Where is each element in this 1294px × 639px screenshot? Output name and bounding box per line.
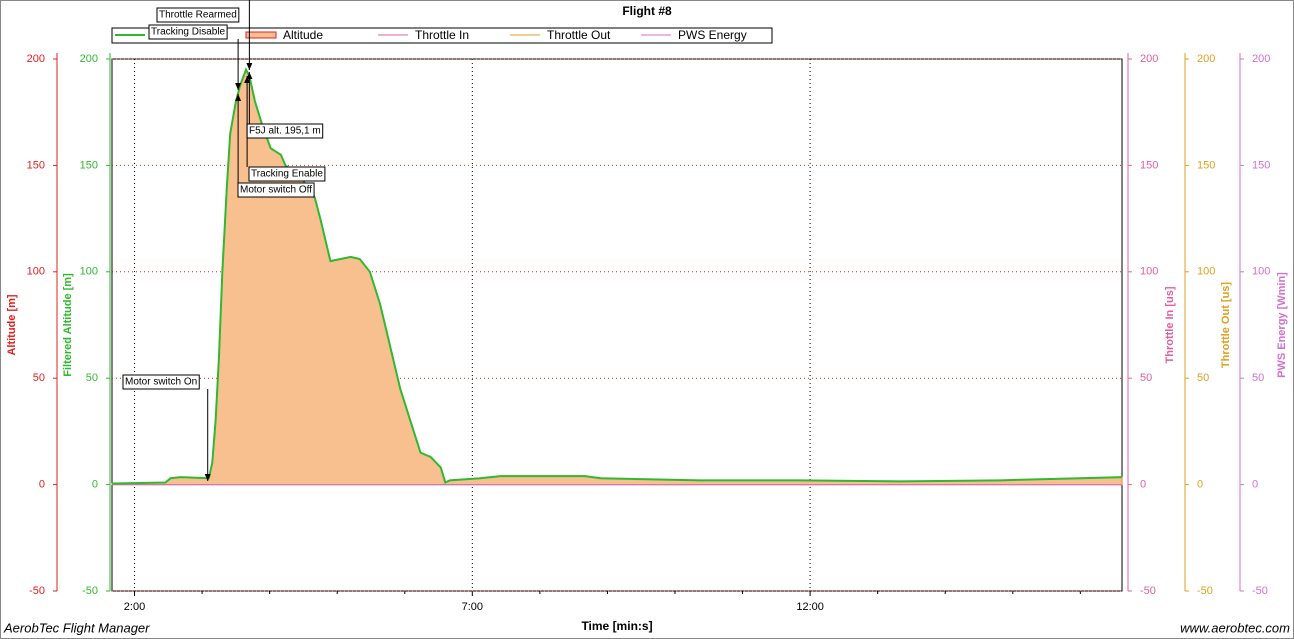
y-tick-label: 0 [1140, 479, 1146, 491]
legend-label: Altitude [283, 28, 323, 42]
y-tick-label: 200 [27, 53, 45, 65]
y-tick-label: -50 [1197, 585, 1213, 597]
annotation-box [148, 24, 228, 40]
x-axis-label: Time [min:s] [581, 619, 652, 633]
annotation-text: Motor switch Off [240, 185, 312, 196]
line [111, 67, 1123, 485]
annotation-box [237, 182, 315, 198]
y-tick-label: 50 [1140, 372, 1152, 384]
y-tick-label: -50 [29, 585, 45, 597]
y-tick-label: 100 [27, 266, 45, 278]
legend-label: Throttle In [415, 28, 469, 42]
y-tick-label: 150 [80, 159, 98, 171]
y-tick-label: 200 [80, 53, 98, 65]
x-tick-label: 7:00 [462, 601, 483, 613]
y-axis-label: Altitude [m] [6, 294, 18, 355]
y-tick-label: 100 [1140, 266, 1158, 278]
y-tick-label: 100 [1197, 266, 1215, 278]
y-tick-label: -50 [82, 585, 98, 597]
y-tick-label: 50 [1252, 372, 1264, 384]
y-tick-label: 150 [1197, 159, 1215, 171]
annotation-text: Tracking Disable [151, 27, 226, 38]
y-tick-label: -50 [1252, 585, 1268, 597]
legend-swatch [245, 31, 277, 39]
legend-label: PWS Energy [678, 28, 747, 42]
annotation-text: Tracking Enable [251, 169, 323, 180]
y-tick-label: 50 [33, 372, 45, 384]
y-tick-label: 100 [80, 266, 98, 278]
x-tick-label: 12:00 [796, 601, 824, 613]
y-tick-label: 100 [1252, 266, 1270, 278]
y-axis-label: Throttle Out [us] [1220, 282, 1232, 368]
annotation-box [156, 7, 240, 23]
annotation-box [248, 166, 326, 182]
y-tick-label: 150 [1252, 159, 1270, 171]
y-tick-label: 0 [92, 479, 98, 491]
legend [111, 27, 773, 44]
annotation-text: Motor switch On [125, 377, 197, 388]
chart-title: Flight #8 [622, 4, 672, 18]
annotation-text: Throttle Rearmed [159, 10, 237, 21]
y-tick-label: 150 [27, 159, 45, 171]
x-tick-label: 2:00 [124, 601, 145, 613]
y-axis-label: PWS Energy [Wmin] [1276, 272, 1288, 378]
y-tick-label: 200 [1197, 53, 1215, 65]
y-tick-label: 0 [1252, 479, 1258, 491]
legend-label: Throttle Out [547, 28, 611, 42]
y-tick-label: 150 [1140, 159, 1158, 171]
y-tick-label: 0 [39, 479, 45, 491]
annotation-text: F5J alt. 195,1 m [249, 126, 321, 137]
y-tick-label: 200 [1252, 53, 1270, 65]
y-tick-label: 0 [1197, 479, 1203, 491]
y-tick-label: -50 [1140, 585, 1156, 597]
footer-left: AerobTec Flight Manager [3, 620, 150, 635]
y-tick-label: 200 [1140, 53, 1158, 65]
y-axis-label: Throttle In [us] [1164, 286, 1176, 363]
annotation-box [122, 374, 200, 390]
y-axis-label: Filtered Altitude [m] [62, 273, 74, 377]
y-tick-label: 50 [86, 372, 98, 384]
y-tick-label: 50 [1197, 372, 1209, 384]
footer-right: www.aerobtec.com [1180, 620, 1290, 635]
